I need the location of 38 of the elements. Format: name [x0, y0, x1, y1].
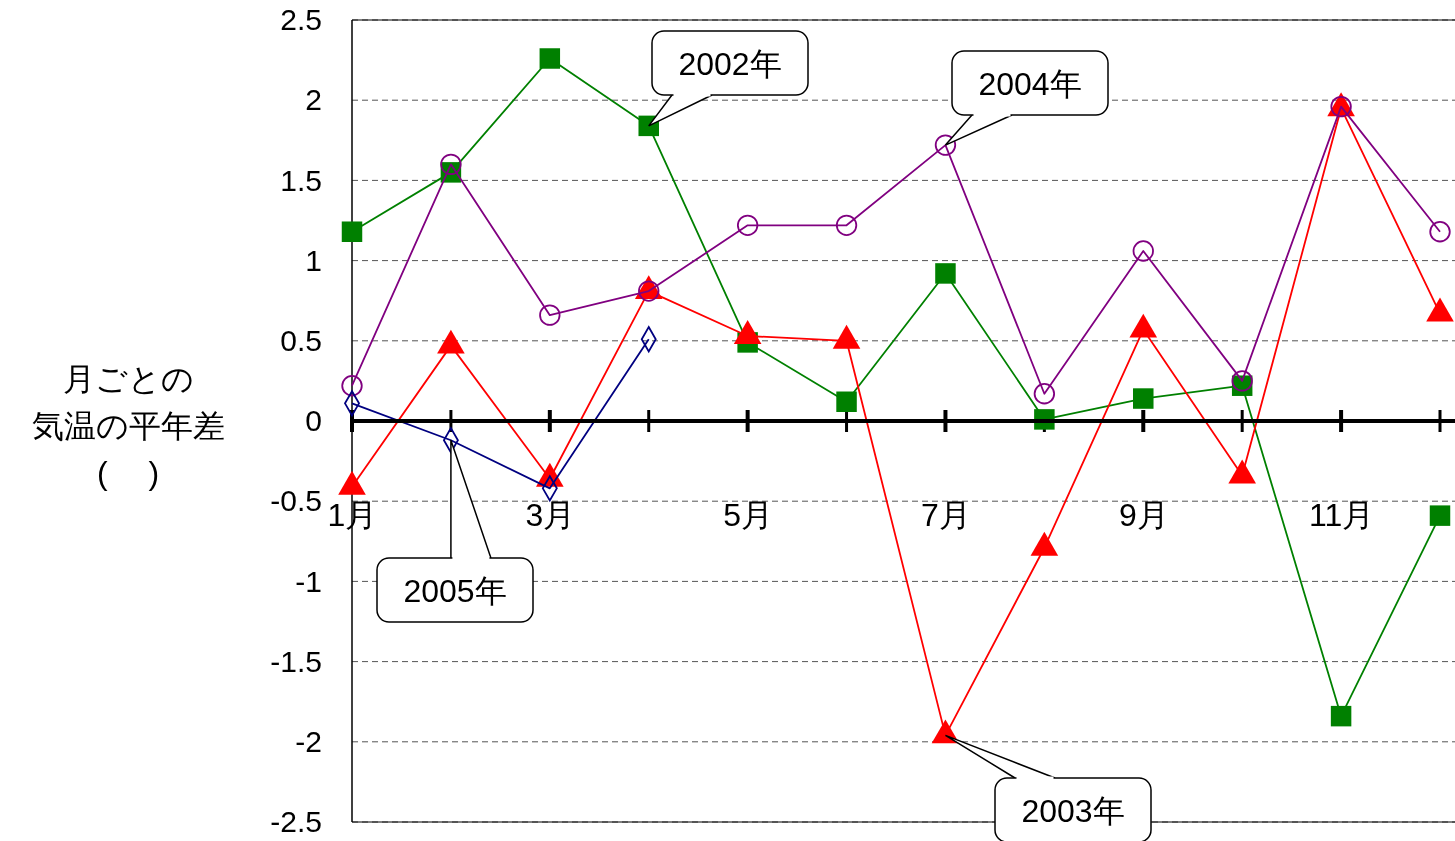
series-label: 2004年 — [978, 66, 1082, 102]
point — [1330, 705, 1352, 727]
point — [1033, 383, 1056, 405]
point — [736, 214, 759, 236]
point — [836, 391, 857, 412]
point — [935, 263, 956, 284]
x-tick-label: 7月 — [921, 496, 971, 533]
y-tick-label: -1.5 — [270, 644, 322, 678]
x-tick-label: 5月 — [723, 496, 774, 533]
text: 2005年 — [403, 573, 507, 609]
point — [1429, 505, 1451, 526]
y-tick-label: 0 — [305, 404, 322, 438]
y-tick-label: -2.5 — [270, 805, 322, 839]
point — [539, 304, 561, 326]
x-tick-label: 9月 — [1118, 496, 1169, 533]
point — [539, 48, 561, 69]
y-tick-label: 2 — [305, 83, 322, 117]
x-tick-label: 3月 — [525, 496, 576, 533]
point — [1132, 240, 1154, 262]
y-tick-label: -1 — [295, 564, 322, 598]
point — [1429, 221, 1451, 243]
point — [341, 375, 363, 397]
point — [1133, 388, 1154, 409]
y-axis-title: 月ごとの気温の平年差( ) — [31, 361, 225, 491]
y-tick-label: 0.5 — [280, 323, 322, 357]
point — [1231, 370, 1253, 392]
x-tick-label: 11月 — [1308, 496, 1375, 533]
y-tick-label: 1 — [305, 243, 322, 277]
y-tick-label: -2 — [295, 724, 322, 758]
series-label: 2002年 — [678, 46, 782, 82]
text: 2003年 — [1021, 793, 1125, 829]
point — [835, 214, 858, 236]
y-tick-label: 2.5 — [280, 3, 322, 37]
y-tick-label: -0.5 — [270, 484, 322, 518]
point — [341, 221, 363, 242]
point — [934, 134, 957, 156]
point — [440, 153, 462, 176]
y-tick-label: 1.5 — [280, 163, 322, 197]
